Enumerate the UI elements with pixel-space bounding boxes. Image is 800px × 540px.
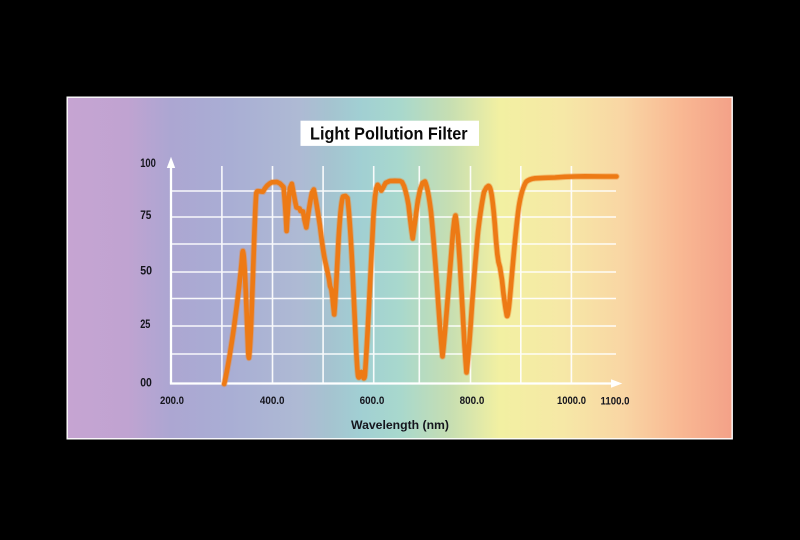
- svg-text:1100.0: 1100.0: [601, 395, 630, 407]
- svg-text:75: 75: [140, 208, 151, 222]
- svg-text:25: 25: [140, 317, 150, 331]
- svg-text:50: 50: [140, 263, 152, 277]
- svg-text:1000.0: 1000.0: [557, 395, 586, 407]
- svg-text:400.0: 400.0: [260, 395, 285, 407]
- svg-text:200.0: 200.0: [160, 395, 184, 407]
- svg-text:00: 00: [140, 376, 152, 390]
- svg-text:600.0: 600.0: [360, 395, 385, 407]
- svg-text:Light Pollution Filter: Light Pollution Filter: [310, 124, 468, 144]
- svg-text:100: 100: [140, 156, 156, 170]
- svg-text:800.0: 800.0: [460, 395, 485, 407]
- svg-text:Wavelength (nm): Wavelength (nm): [351, 418, 449, 432]
